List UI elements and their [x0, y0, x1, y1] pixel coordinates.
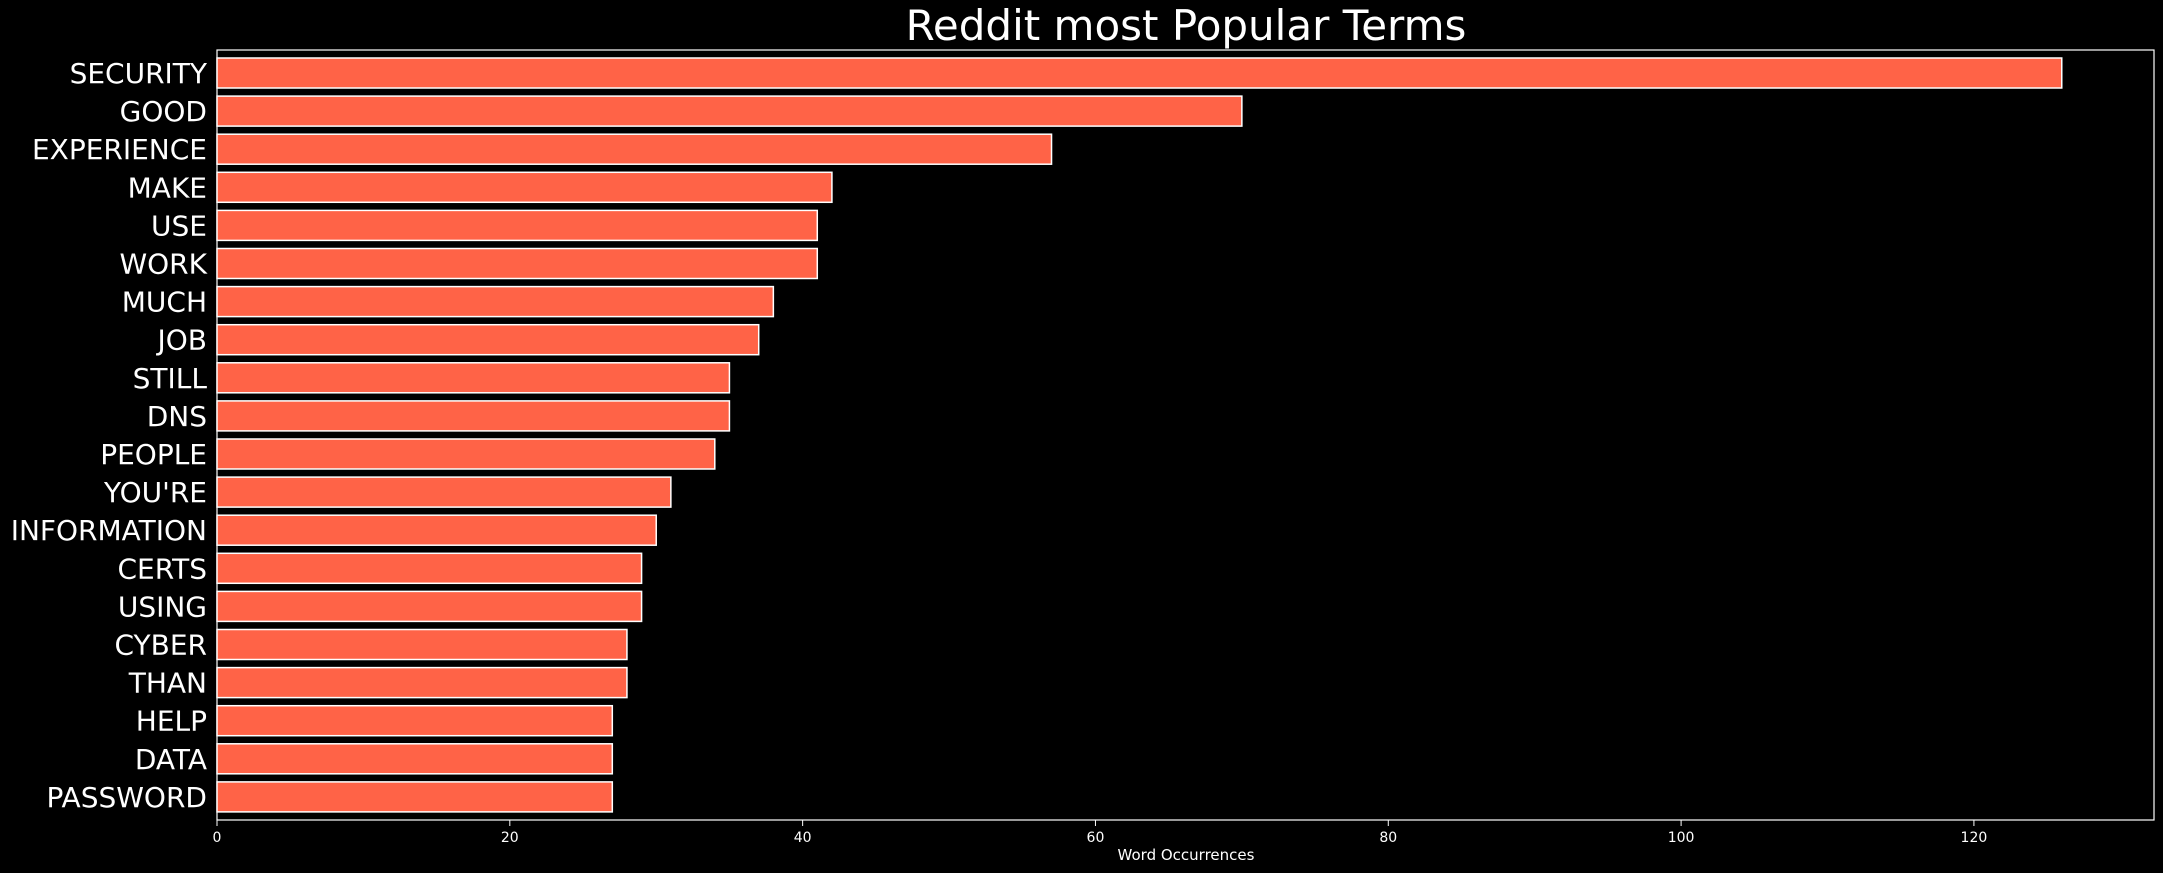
category-label: SECURITY — [70, 57, 208, 90]
x-axis-label: Word Occurrences — [1118, 846, 1255, 864]
category-label: PEOPLE — [100, 438, 207, 471]
bar-people — [216, 438, 716, 470]
category-label: PASSWORD — [46, 781, 207, 814]
category-label: GOOD — [120, 95, 207, 128]
bar-certs — [216, 552, 643, 585]
plot-frame — [216, 49, 2155, 821]
x-tick-label: 120 — [1961, 830, 1988, 846]
bar-help — [216, 704, 614, 737]
bar-password — [216, 781, 614, 813]
bar-than — [216, 666, 628, 699]
bar-using — [216, 590, 643, 623]
x-tick-label: 100 — [1668, 830, 1695, 846]
x-tick-label: 20 — [501, 830, 519, 846]
category-label: THAN — [128, 667, 207, 700]
category-label: YOU'RE — [103, 476, 207, 509]
bar-make — [216, 171, 833, 204]
bar-work — [216, 247, 819, 280]
bar-much — [216, 285, 775, 318]
category-label: INFORMATION — [11, 514, 207, 547]
bar-information — [216, 514, 657, 546]
bar-cyber — [216, 628, 628, 661]
category-label: WORK — [119, 248, 207, 281]
category-labels: SECURITY GOOD EXPERIENCE MAKE USE WORK MUCH JOB… — [11, 57, 208, 814]
bar-job — [216, 323, 760, 356]
chart-title: Reddit most Popular Terms — [906, 1, 1467, 50]
category-label: MAKE — [128, 171, 207, 204]
x-axis-ticks: 0 20 40 60 80 100 120 — [213, 820, 1988, 846]
bar-use — [216, 209, 819, 242]
category-label: USE — [151, 209, 207, 242]
bar-dns — [216, 400, 731, 432]
x-tick-label: 0 — [213, 830, 222, 846]
bar-security — [216, 57, 2063, 89]
bar-still — [216, 362, 731, 394]
bars-group — [216, 57, 2063, 813]
category-label: USING — [118, 590, 207, 623]
bar-experience — [216, 133, 1053, 165]
category-label: DNS — [147, 400, 207, 433]
x-tick-label: 40 — [794, 830, 812, 846]
x-tick-label: 60 — [1087, 830, 1105, 846]
bar-good — [216, 95, 1243, 127]
category-label: MUCH — [122, 286, 207, 319]
x-tick-label: 80 — [1379, 830, 1397, 846]
category-label: DATA — [135, 743, 207, 776]
category-label: EXPERIENCE — [32, 133, 207, 166]
bar-data — [216, 743, 614, 775]
category-label: JOB — [155, 324, 207, 357]
category-label: HELP — [136, 705, 207, 738]
category-label: STILL — [133, 362, 208, 395]
category-label: CYBER — [114, 629, 207, 662]
category-label: CERTS — [117, 552, 207, 585]
bar-you-re — [216, 476, 672, 508]
